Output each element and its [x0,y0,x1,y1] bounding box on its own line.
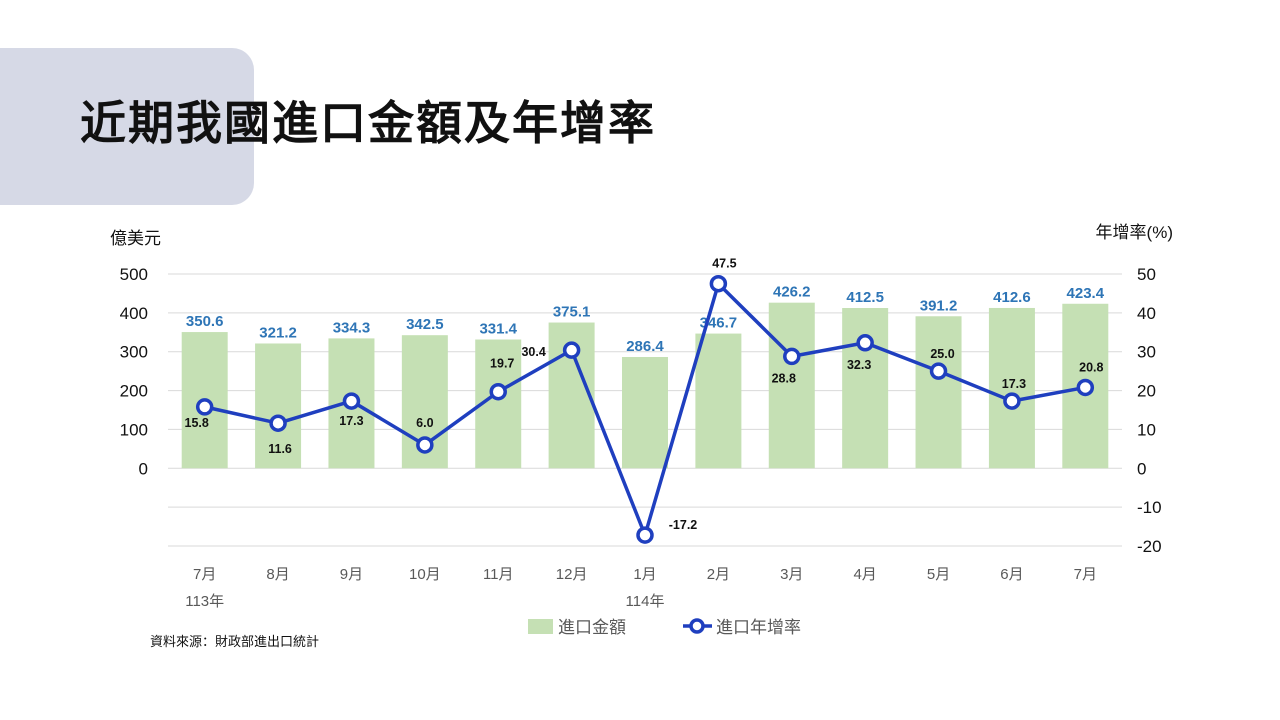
bar-data-label: 412.5 [846,289,884,306]
growth-rate-marker [1076,378,1095,397]
bar-import-value [622,356,668,469]
title-background [0,48,254,205]
growth-rate-marker [416,436,434,454]
year-label: 113年 [185,593,224,610]
left-axis-label: 億美元 [110,229,161,248]
growth-rate-marker [1003,392,1021,410]
legend-label-bars: 進口金額 [558,618,626,637]
line-data-label: 17.3 [1002,377,1026,391]
bar-data-label: 375.1 [553,304,591,321]
legend-marker-swatch [689,618,705,634]
bar-data-label: 286.4 [626,338,664,355]
x-tick-label: 11月 [483,566,514,583]
left-tick-label: 0 [139,459,148,478]
bar-import-value [255,343,302,469]
x-tick-label: 9月 [340,566,363,583]
bar-data-label: 342.5 [406,316,444,333]
right-tick-label: 10 [1137,420,1156,439]
line-data-label: 28.8 [772,371,796,385]
line-data-label: 17.3 [339,414,363,428]
x-tick-label: 7月 [1074,566,1097,583]
bar-data-label: 350.6 [186,313,224,330]
line-data-label: 6.0 [416,416,433,430]
right-axis-label: 年增率(%) [1096,223,1173,242]
line-data-label: 15.8 [185,416,209,430]
line-data-label: 25.0 [930,347,954,361]
year-label: 114年 [626,593,665,610]
growth-rate-marker [636,526,654,544]
line-data-label: 20.8 [1079,360,1103,374]
bar-data-label: 331.4 [479,321,517,338]
x-tick-label: 3月 [780,566,803,583]
growth-rate-marker [709,274,728,293]
growth-rate-marker [195,398,214,416]
bar-data-label: 426.2 [773,284,811,301]
line-data-label: 47.5 [712,257,736,271]
right-tick-label: 50 [1137,265,1156,284]
line-data-label: -17.2 [669,518,698,532]
line-data-label: 11.6 [268,442,292,456]
bar-import-value [842,308,889,469]
x-tick-label: 10月 [409,566,441,583]
legend-swatch-bars [528,619,553,634]
right-tick-label: -20 [1137,537,1162,556]
left-tick-label: 400 [120,304,148,323]
left-tick-label: 100 [120,420,148,439]
growth-rate-marker [929,362,948,380]
x-tick-label: 7月 [193,566,216,583]
growth-rate-marker [783,347,801,366]
growth-rate-marker [856,334,874,352]
bar-data-label: 423.4 [1067,285,1105,302]
left-tick-label: 500 [120,265,148,284]
growth-rate-marker [562,341,581,359]
left-tick-label: 200 [120,382,148,401]
bar-import-value [695,333,742,469]
right-tick-label: 20 [1137,382,1156,401]
right-tick-label: 40 [1137,304,1156,323]
page-title: 近期我國進口金額及年增率 [80,96,656,150]
growth-rate-marker [489,382,507,401]
x-tick-label: 5月 [927,566,950,583]
x-tick-label: 2月 [707,566,730,583]
growth-rate-marker [342,392,361,410]
x-tick-label: 1月 [633,566,656,583]
bar-import-value [915,316,962,469]
growth-rate-marker [269,414,287,432]
x-tick-label: 6月 [1000,566,1023,583]
x-tick-label: 4月 [853,566,876,583]
line-data-label: 30.4 [521,345,545,359]
line-data-label: 19.7 [490,357,514,371]
line-data-label: 32.3 [847,358,871,372]
bar-data-label: 412.6 [993,289,1031,306]
x-tick-label: 12月 [556,566,588,583]
right-tick-label: 30 [1137,343,1156,362]
left-tick-label: 300 [120,343,148,362]
legend-label-line: 進口年增率 [716,618,801,637]
bar-data-label: 334.3 [333,319,371,336]
right-tick-label: -10 [1137,498,1162,517]
right-tick-label: 0 [1137,459,1146,478]
bar-import-value [988,307,1035,469]
source-note: 資料來源：財政部進出口統計 [150,635,320,650]
bar-data-label: 391.2 [920,297,958,314]
bar-data-label: 321.2 [259,324,297,341]
x-tick-label: 8月 [266,566,289,583]
bar-import-value [768,302,815,469]
